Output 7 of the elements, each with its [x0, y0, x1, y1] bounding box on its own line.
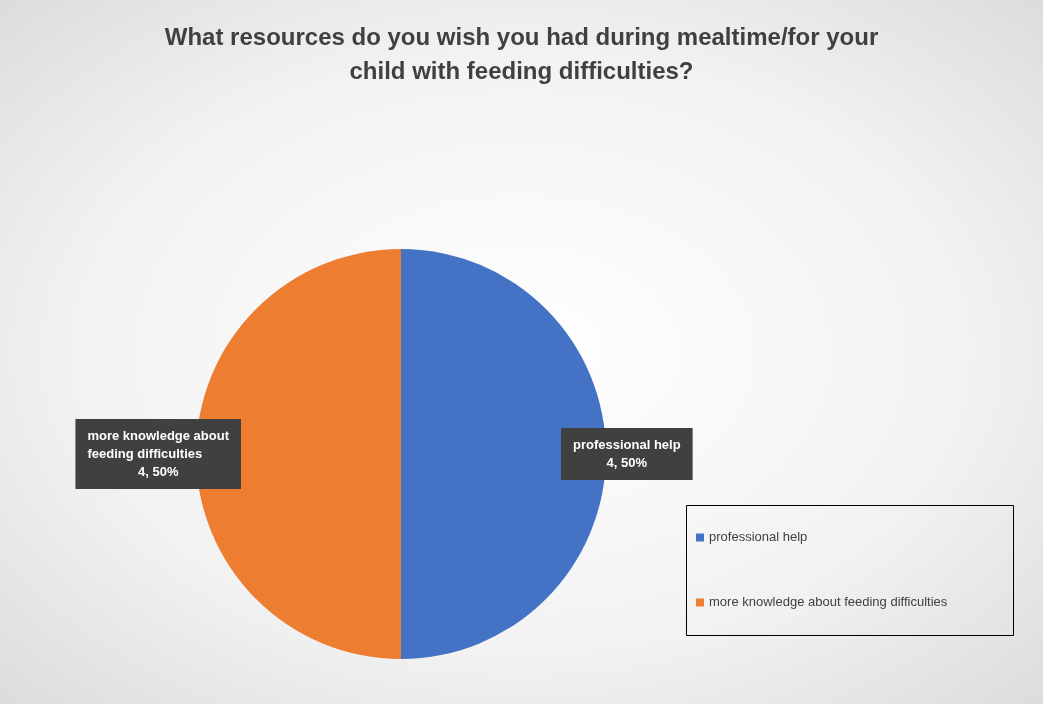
slice-label: professional help	[573, 436, 681, 452]
data-label: 4, 50%	[606, 454, 648, 470]
data-label: 4, 50%	[137, 463, 179, 479]
legend-label: professional help	[709, 529, 808, 545]
legend-label: more knowledge about feeding difficulties	[709, 594, 948, 610]
chart-title: What resources do you wish you had during mealtime/for your child with feeding difficulties?	[163, 22, 880, 86]
slice-label: more knowledge about feeding difficulties	[87, 427, 230, 461]
